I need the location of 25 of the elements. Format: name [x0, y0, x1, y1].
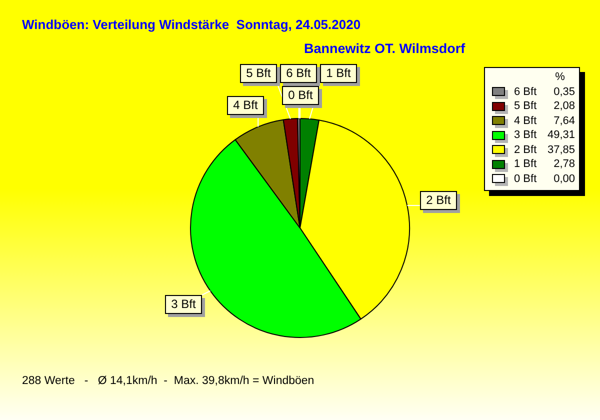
slice-label: 6 Bft [280, 64, 317, 83]
legend-label: 3 Bft [514, 128, 538, 142]
data-label: 2,08 [552, 99, 575, 114]
slice-label: 3 Bft [165, 295, 202, 314]
chart-title: Windböen: Verteilung Windstärke Sonntag, 24.05.2020 [22, 17, 361, 32]
legend-title: % [554, 70, 566, 84]
data-label: 49,31 [546, 128, 575, 142]
legend-label: 5 Bft [514, 99, 538, 114]
data-label: 37,85 [546, 142, 575, 157]
slice-label: 2 Bft [420, 191, 457, 210]
text: 288 Werte - Ø 14,1km/h - Max. 39,8km/h = Windböen [22, 375, 314, 387]
slice-label: 1 Bft [320, 64, 357, 83]
chart-subtitle: Bannewitz OT. Wilmsdorf [304, 41, 466, 56]
text: 0,00 [554, 172, 575, 184]
legend-label: 4 Bft [514, 114, 538, 128]
data-label: 2,78 [552, 157, 575, 172]
data-label: 7,64 [552, 114, 575, 128]
category-label: 0 Bft [288, 88, 313, 102]
slice-label: 4 Bft [227, 96, 264, 115]
legend-label: 1 Bft [514, 157, 538, 172]
legend-label: 2 Bft [514, 142, 538, 157]
data-label: 0,35 [552, 84, 575, 99]
legend-label: 6 Bft [514, 84, 538, 99]
legend-label: 0 Bft [514, 172, 538, 186]
slice-label: 5 Bft [240, 64, 277, 83]
